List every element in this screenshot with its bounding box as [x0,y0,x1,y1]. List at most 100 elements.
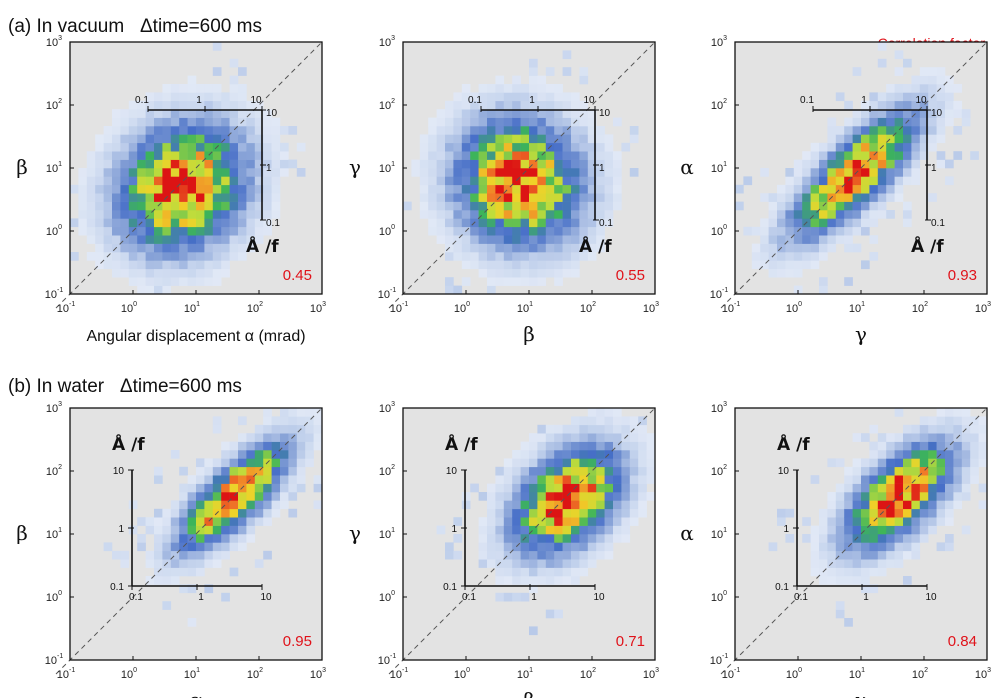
heatmap-cell [562,67,572,76]
heatmap-cell [596,466,605,476]
heatmap-cell [810,525,820,535]
heatmap-cell [204,268,214,278]
heatmap-cell [911,84,921,93]
heatmap-cell [154,184,163,194]
heatmap-cell [827,235,837,244]
heatmap-cell [246,508,256,518]
heatmap-cell [844,567,853,577]
heatmap-cell [512,492,521,501]
heatmap-cell [894,550,904,560]
x-tick-label: 103 [975,667,991,681]
heatmap-cell [78,210,88,219]
heatmap-cell [95,168,104,177]
heatmap-cell [162,184,172,194]
heatmap-cell [877,483,887,493]
y-tick-label: 103 [711,35,727,49]
heatmap-cell [512,475,521,484]
heatmap-cell [503,550,513,560]
heatmap-cell [903,58,912,68]
heatmap-cell [162,100,172,110]
heatmap-cell [95,252,104,261]
heatmap-cell [520,126,530,135]
heatmap-cell [877,475,887,484]
heatmap-cell [894,168,904,177]
heatmap-cell [571,458,580,468]
heatmap-cell [187,159,197,169]
heatmap-cell [254,508,264,518]
heatmap-cell [419,201,429,211]
heatmap-cell [187,517,197,526]
heatmap-cell [571,424,580,434]
heatmap-cell [154,475,163,484]
heatmap-cell [852,475,862,484]
heatmap-cell [827,218,837,228]
heatmap-cell [886,517,895,526]
heatmap-cell [212,260,222,270]
heatmap-cell [819,193,828,202]
heatmap-cell [103,210,113,219]
heatmap-cell [936,416,946,426]
heatmap-cell [894,100,904,110]
heatmap-cell [229,117,239,127]
heatmap-cell [571,218,580,228]
heatmap-cell [112,235,121,244]
heatmap-cell [911,508,921,518]
heatmap-cell [478,201,488,211]
heatmap-cell [970,433,979,442]
heatmap-cell [95,243,104,253]
heatmap-cell [571,416,580,426]
heatmap-cell [461,109,471,118]
heatmap-cell [478,492,488,501]
heatmap-cell [137,235,146,244]
heatmap-cell [571,226,580,236]
heatmap-cell [545,252,555,261]
heatmap-cell [162,218,172,228]
heatmap-cell [802,260,811,270]
heatmap-cell [520,525,530,535]
heatmap-cell [313,441,323,451]
heatmap-cell [911,126,921,135]
heatmap-cell [844,576,853,585]
heatmap-cell [768,542,778,552]
heatmap-cell [520,483,530,493]
heatmap-cell [579,492,589,501]
heatmap-cell [78,176,88,186]
heatmap-cell [204,109,214,118]
heatmap-cell [487,92,496,102]
heatmap-cell [112,184,121,194]
heatmap-cell [436,126,446,135]
heatmap-cell [137,100,146,110]
heatmap-cell [461,159,471,169]
heatmap-cell [512,218,521,228]
heatmap-cell [428,134,437,144]
heatmap-cell [170,542,180,552]
heatmap-cell [819,508,828,518]
heatmap-cell [503,210,513,219]
heatmap-cell [529,226,538,236]
heatmap-cell [212,201,222,211]
heatmap-cell [495,226,505,236]
heatmap-cell [844,243,853,253]
heatmap-cell [428,117,437,127]
heatmap-cell [428,159,437,169]
heatmap-cell [280,126,289,135]
heatmap-cell [852,500,862,510]
heatmap-cell [271,508,281,518]
heatmap-cell [246,433,256,442]
heatmap-cell [629,466,639,476]
heatmap-cell [903,542,912,552]
heatmap-cell [453,534,463,543]
heatmap-cell [571,542,580,552]
heatmap-cell [204,92,214,102]
heatmap-cell [503,117,513,127]
heatmap-cell [154,576,163,585]
heatmap-cell [428,176,437,186]
heatmap-cell [478,142,488,152]
heatmap-cell [545,567,555,577]
heatmap-cell [229,168,239,177]
heatmap-cell [919,151,929,160]
heatmap-cell [571,184,580,194]
heatmap-cell [503,277,513,286]
heatmap-cell [254,184,264,194]
heatmap-cell [953,450,963,459]
